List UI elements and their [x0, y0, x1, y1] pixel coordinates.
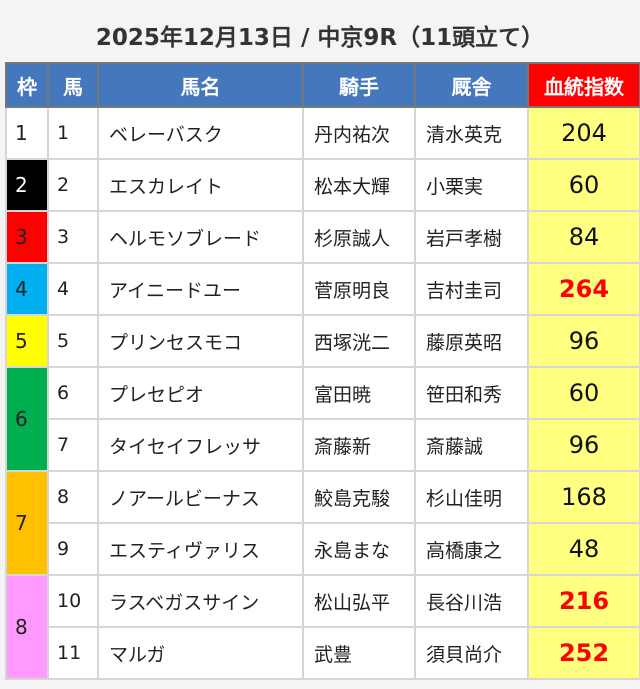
- trainer-cell: 長谷川浩: [414, 574, 529, 628]
- jockey-cell: 菅原明良: [302, 262, 416, 316]
- jockey-cell: 富田暁: [302, 366, 416, 420]
- table-row: 9 エスティヴァリス 永島まな 高橋康之 48: [6, 522, 640, 576]
- header-trainer: 厩舎: [414, 62, 529, 108]
- table-row: 1 1 ベレーバスク 丹内祐次 清水英克 204: [5, 106, 640, 160]
- table-row: 8 10 ラスベガスサイン 松山弘平 長谷川浩 216: [5, 574, 640, 680]
- jockey-cell: 杉原誠人: [302, 210, 416, 264]
- horse-number-cell: 5: [47, 314, 99, 368]
- table-row: 3 3 ヘルモソブレード 杉原誠人 岩戸孝樹 84: [5, 210, 640, 264]
- horse-number-cell: 9: [47, 522, 99, 576]
- trainer-cell: 斎藤誠: [414, 418, 529, 472]
- trainer-cell: 岩戸孝樹: [414, 210, 529, 264]
- table-row: 11 マルガ 武豊 須貝尚介 252: [6, 626, 640, 680]
- header-horse-name: 馬名: [97, 62, 304, 108]
- horse-name-cell: プレセピオ: [97, 366, 304, 420]
- header-jockey: 騎手: [302, 62, 416, 108]
- frame-number-cell: 5: [5, 314, 49, 368]
- jockey-cell: 西塚洸二: [302, 314, 416, 368]
- trainer-cell: 清水英克: [414, 106, 529, 160]
- jockey-cell: 永島まな: [302, 522, 416, 576]
- frame-number-cell: 4: [5, 262, 49, 316]
- horse-number-cell: 4: [47, 262, 99, 316]
- bloodline-index-cell: 48: [527, 522, 640, 576]
- jockey-cell: 松本大輝: [302, 158, 416, 212]
- table-header-row: 枠 馬 馬名 騎手 厩舎 血統指数: [5, 62, 640, 108]
- table-row: 7 8 ノアールビーナス 鮫島克駿 杉山佳明 168: [5, 470, 640, 576]
- table-row: 2 2 エスカレイト 松本大輝 小栗実 60: [5, 158, 640, 212]
- bloodline-index-cell: 216: [527, 574, 640, 628]
- horse-number-cell: 1: [47, 106, 99, 160]
- jockey-cell: 斎藤新: [302, 418, 416, 472]
- horse-number-cell: 2: [47, 158, 99, 212]
- bloodline-index-table: 枠 馬 馬名 騎手 厩舎 血統指数 1 1 ベレーバスク 丹内祐次 清水英克 204 2 2 エ…: [5, 62, 640, 680]
- bloodline-index-cell: 60: [527, 158, 640, 212]
- trainer-cell: 吉村圭司: [414, 262, 529, 316]
- bloodline-index-cell: 252: [527, 626, 640, 680]
- trainer-cell: 藤原英昭: [414, 314, 529, 368]
- bloodline-index-cell: 96: [527, 314, 640, 368]
- frame-number-cell: 6: [5, 366, 49, 472]
- horse-number-cell: 3: [47, 210, 99, 264]
- horse-name-cell: エスティヴァリス: [97, 522, 304, 576]
- horse-number-cell: 8: [47, 470, 99, 524]
- horse-name-cell: エスカレイト: [97, 158, 304, 212]
- frame-number-cell: 3: [5, 210, 49, 264]
- jockey-cell: 松山弘平: [302, 574, 416, 628]
- frame-number-cell: 2: [5, 158, 49, 212]
- table-row: 4 4 アイニードユー 菅原明良 吉村圭司 264: [5, 262, 640, 316]
- bloodline-index-cell: 168: [527, 470, 640, 524]
- frame-number-cell: 1: [5, 106, 49, 160]
- horse-name-cell: ノアールビーナス: [97, 470, 304, 524]
- trainer-cell: 小栗実: [414, 158, 529, 212]
- table-row: 7 タイセイフレッサ 斎藤新 斎藤誠 96: [6, 418, 640, 472]
- table-row: 5 5 プリンセスモコ 西塚洸二 藤原英昭 96: [5, 314, 640, 368]
- jockey-cell: 武豊: [302, 626, 416, 680]
- frame-number-cell: 8: [5, 574, 49, 680]
- bloodline-index-cell: 60: [527, 366, 640, 420]
- header-umaban: 馬: [47, 62, 99, 108]
- table-body: 1 1 ベレーバスク 丹内祐次 清水英克 204 2 2 エスカレイト 松本大輝 小栗実 60 3 3 ヘル…: [5, 106, 640, 680]
- horse-number-cell: 7: [47, 418, 99, 472]
- horse-name-cell: プリンセスモコ: [97, 314, 304, 368]
- race-title: 2025年12月13日 / 中京9R（11頭立て）: [95, 25, 545, 51]
- trainer-cell: 高橋康之: [414, 522, 529, 576]
- bloodline-index-cell: 96: [527, 418, 640, 472]
- horse-name-cell: ベレーバスク: [97, 106, 304, 160]
- horse-name-cell: タイセイフレッサ: [97, 418, 304, 472]
- jockey-cell: 鮫島克駿: [302, 470, 416, 524]
- horse-number-cell: 11: [47, 626, 99, 680]
- jockey-cell: 丹内祐次: [302, 106, 416, 160]
- trainer-cell: 笹田和秀: [414, 366, 529, 420]
- table-row: 6 6 プレセピオ 富田暁 笹田和秀 60: [5, 366, 640, 472]
- frame-number-cell: 7: [5, 470, 49, 576]
- horse-number-cell: 6: [47, 366, 99, 420]
- horse-name-cell: アイニードユー: [97, 262, 304, 316]
- bloodline-index-cell: 264: [527, 262, 640, 316]
- header-waku: 枠: [5, 62, 49, 108]
- horse-name-cell: ヘルモソブレード: [97, 210, 304, 264]
- trainer-cell: 須貝尚介: [414, 626, 529, 680]
- header-bloodline-index: 血統指数: [527, 62, 640, 108]
- trainer-cell: 杉山佳明: [414, 470, 529, 524]
- horse-number-cell: 10: [47, 574, 99, 628]
- horse-name-cell: マルガ: [97, 626, 304, 680]
- bloodline-index-cell: 204: [527, 106, 640, 160]
- bloodline-index-cell: 84: [527, 210, 640, 264]
- horse-name-cell: ラスベガスサイン: [97, 574, 304, 628]
